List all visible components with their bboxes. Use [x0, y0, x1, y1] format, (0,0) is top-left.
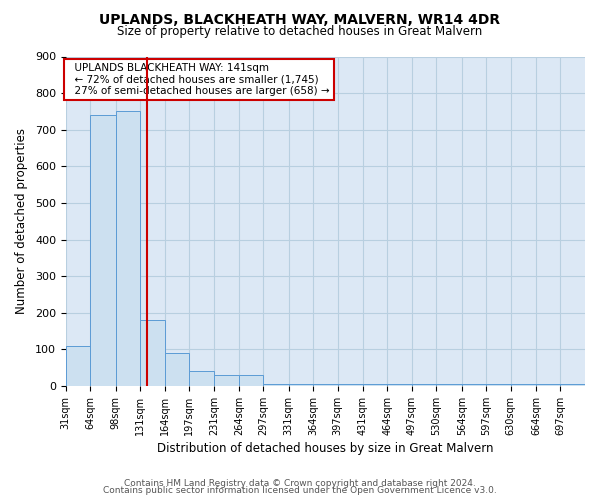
Bar: [536, 384, 560, 386]
Text: UPLANDS BLACKHEATH WAY: 141sqm
  ← 72% of detached houses are smaller (1,745)
  : UPLANDS BLACKHEATH WAY: 141sqm ← 72% of …: [68, 63, 330, 96]
Y-axis label: Number of detached properties: Number of detached properties: [15, 128, 28, 314]
Bar: [289, 384, 313, 386]
Bar: [239, 375, 263, 386]
Bar: [91, 115, 116, 386]
Bar: [214, 375, 239, 386]
Bar: [140, 320, 164, 386]
Bar: [116, 112, 140, 386]
Bar: [461, 384, 486, 386]
Bar: [189, 372, 214, 386]
Bar: [66, 346, 91, 386]
Bar: [338, 384, 363, 386]
X-axis label: Distribution of detached houses by size in Great Malvern: Distribution of detached houses by size …: [157, 442, 494, 455]
Bar: [263, 384, 289, 386]
Bar: [363, 384, 388, 386]
Bar: [436, 384, 461, 386]
Bar: [560, 384, 585, 386]
Bar: [388, 384, 412, 386]
Bar: [412, 384, 436, 386]
Bar: [313, 384, 338, 386]
Text: UPLANDS, BLACKHEATH WAY, MALVERN, WR14 4DR: UPLANDS, BLACKHEATH WAY, MALVERN, WR14 4…: [100, 12, 500, 26]
Text: Size of property relative to detached houses in Great Malvern: Size of property relative to detached ho…: [118, 25, 482, 38]
Bar: [164, 353, 189, 386]
Text: Contains HM Land Registry data © Crown copyright and database right 2024.: Contains HM Land Registry data © Crown c…: [124, 478, 476, 488]
Bar: [511, 384, 536, 386]
Bar: [486, 384, 511, 386]
Text: Contains public sector information licensed under the Open Government Licence v3: Contains public sector information licen…: [103, 486, 497, 495]
